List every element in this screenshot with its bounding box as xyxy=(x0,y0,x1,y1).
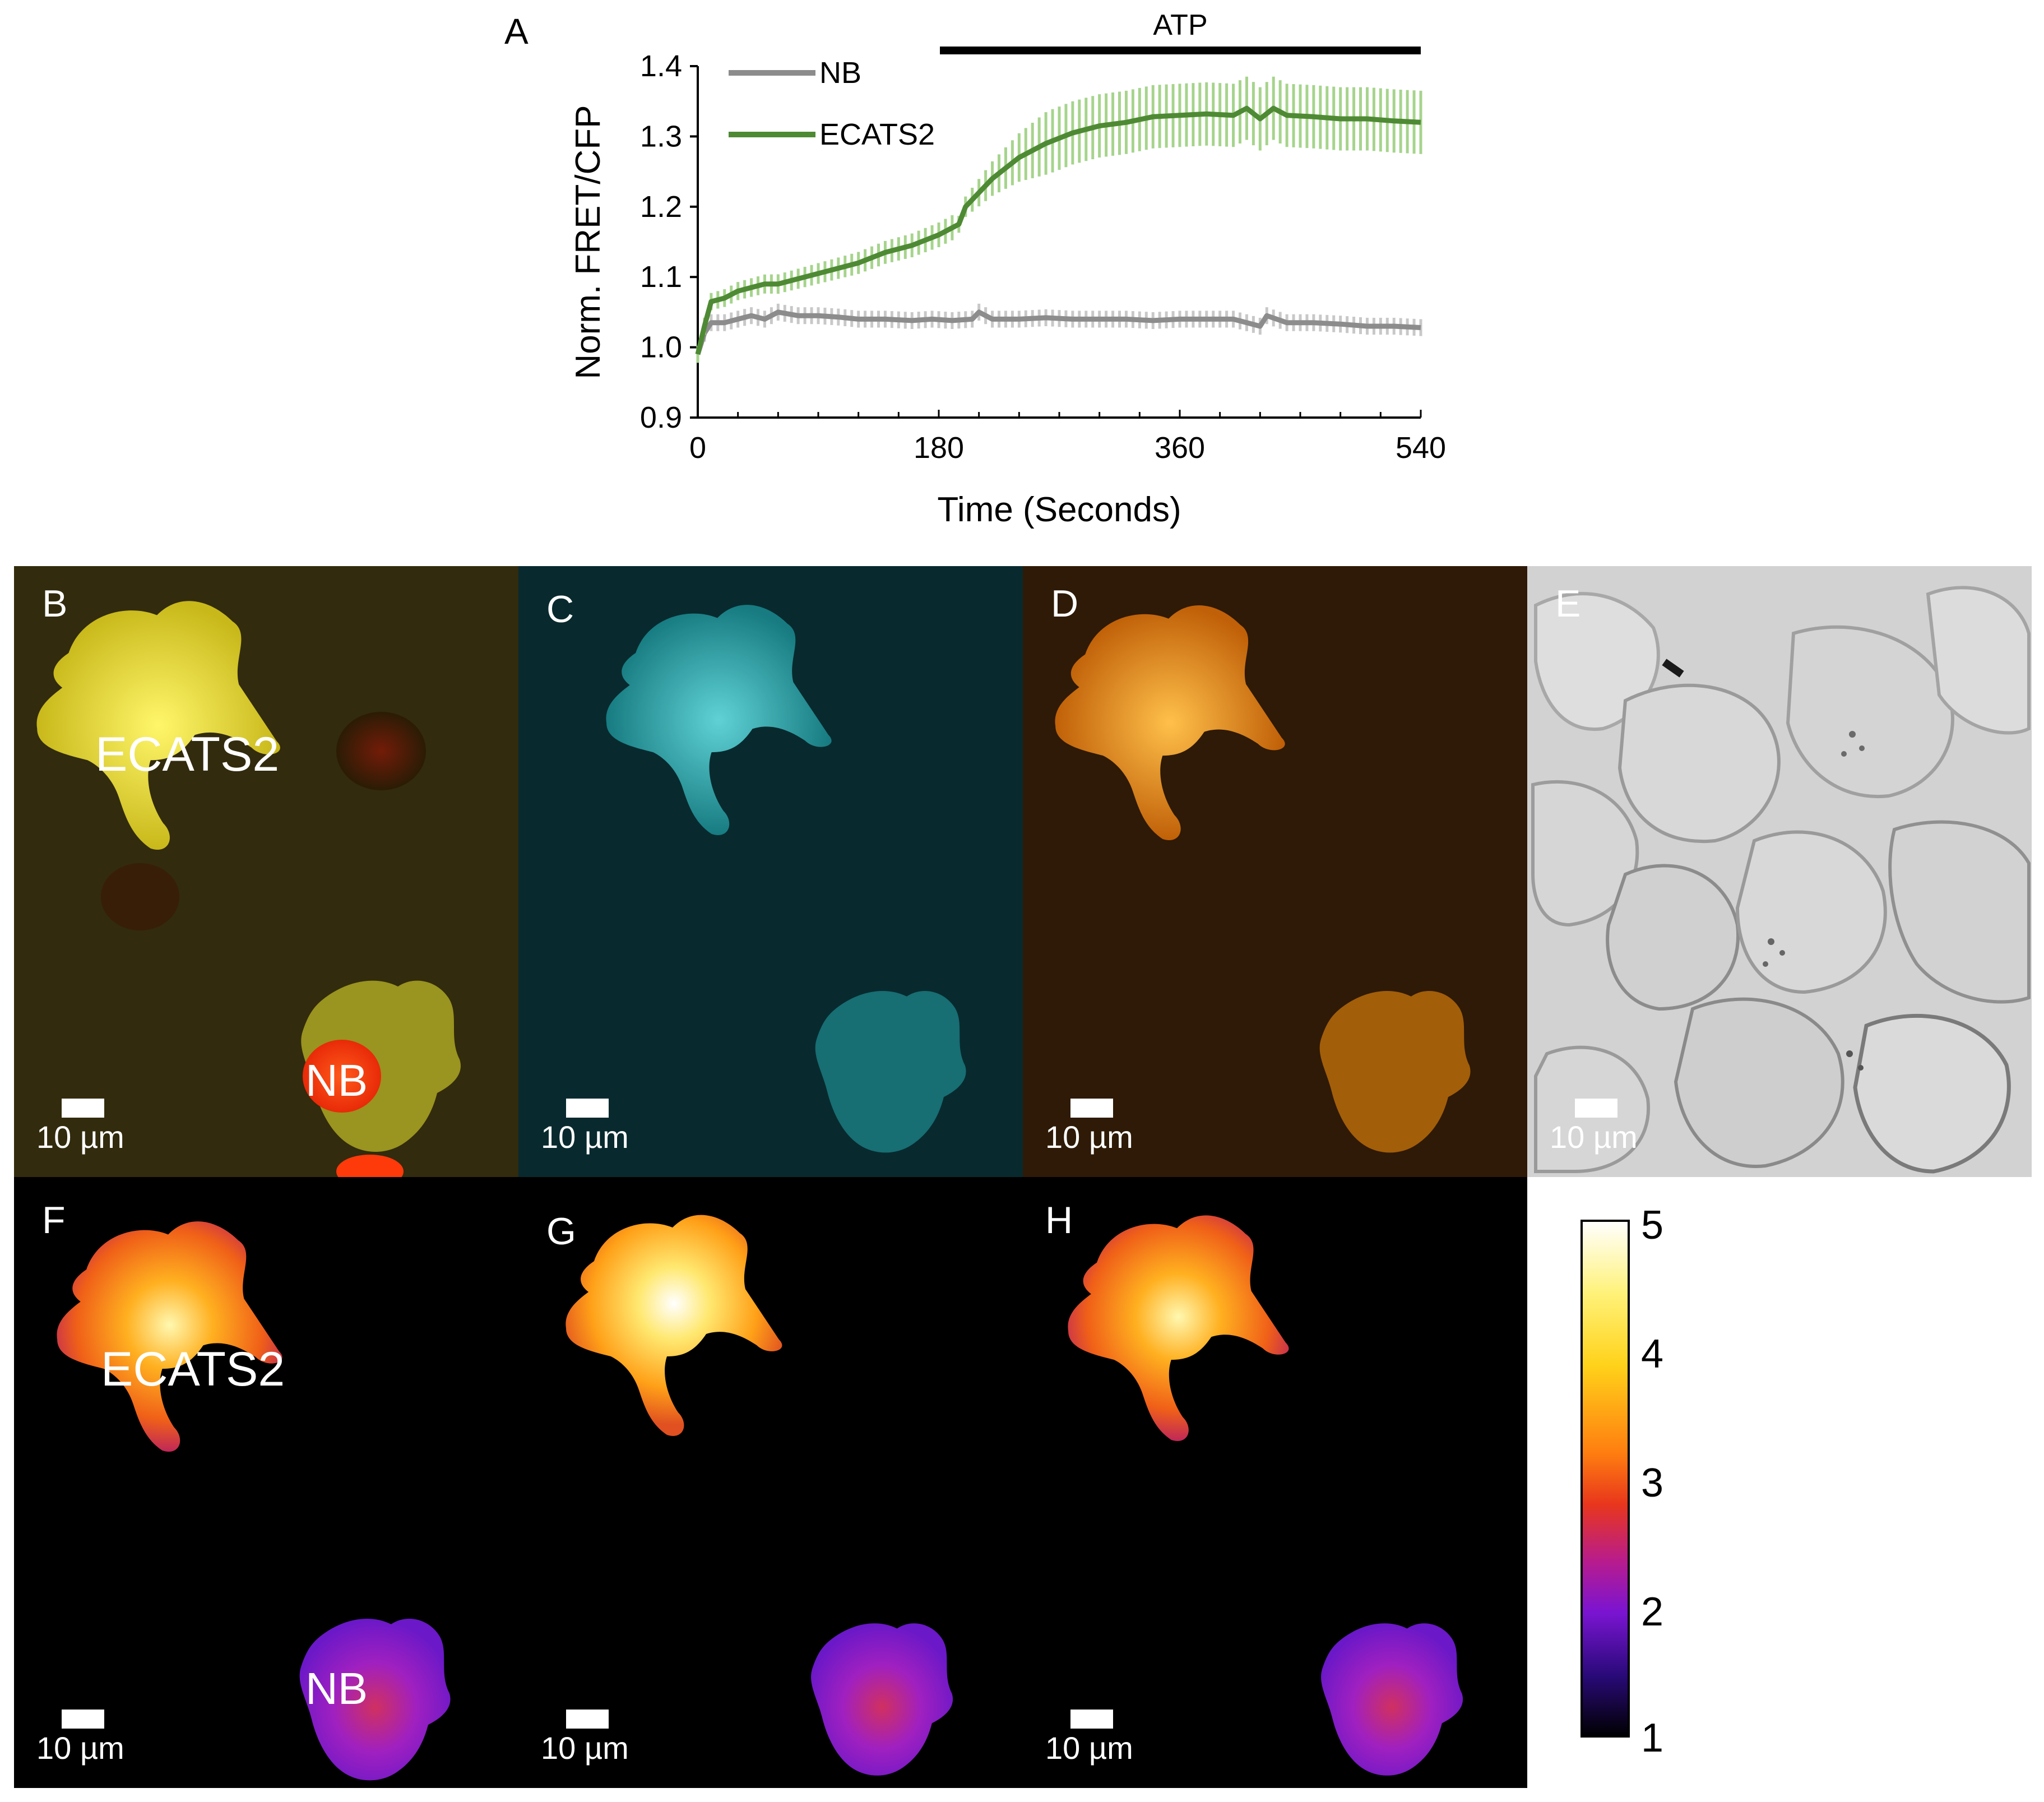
scale-label-g: 10 µm xyxy=(541,1730,629,1766)
image-panel-e: E 10 µm xyxy=(1527,566,2032,1177)
colorbar-tick-2: 2 xyxy=(1641,1590,1663,1634)
scale-label-e: 10 µm xyxy=(1550,1119,1638,1155)
image-panel-c: C 10 µm xyxy=(518,566,1023,1177)
panel-label-b: B xyxy=(42,582,67,625)
image-panel-d: D 10 µm xyxy=(1023,566,1527,1177)
y-tick-label: 1.4 xyxy=(640,49,682,83)
y-axis-label: Norm. FRET/CFP xyxy=(569,105,608,379)
panel-label-f: F xyxy=(42,1199,66,1242)
x-tick-label: 0 xyxy=(689,431,706,465)
image-panel-h: H 10 µm xyxy=(1023,1177,1527,1788)
scale-bar-e xyxy=(1575,1099,1617,1118)
x-tick-label: 180 xyxy=(914,431,964,465)
panel-label-e: E xyxy=(1555,582,1580,625)
colorbar: 5 4 3 2 1 xyxy=(1580,1203,1663,1761)
legend-label-ecats2: ECATS2 xyxy=(819,118,935,151)
panel-label-g: G xyxy=(546,1210,576,1253)
scale-bar-d xyxy=(1070,1099,1113,1118)
scale-bar-h xyxy=(1070,1710,1113,1729)
scale-bar-c xyxy=(566,1099,609,1118)
colorbar-tick-4: 4 xyxy=(1641,1332,1663,1377)
scale-label-d: 10 µm xyxy=(1045,1119,1133,1155)
cell-label-ecats2-f: ECATS2 xyxy=(101,1342,285,1396)
cell-label-ecats2-b: ECATS2 xyxy=(95,728,279,781)
scale-label-h: 10 µm xyxy=(1045,1730,1133,1766)
atp-label: ATP xyxy=(1153,9,1207,41)
colorbar-tick-5: 5 xyxy=(1641,1203,1663,1248)
scale-bar-b xyxy=(62,1099,104,1118)
series-line-nb xyxy=(695,309,1421,355)
y-tick-label: 0.9 xyxy=(640,401,682,434)
series-layer xyxy=(695,76,1422,363)
colorbar-gradient xyxy=(1580,1220,1630,1738)
scale-bar-g xyxy=(566,1710,609,1729)
chart-panel: A ATP 0.9 1.0 1.1 1.2 1.3 1.4 0 180 360 540 Norm… xyxy=(504,9,1446,529)
panel-label-c: C xyxy=(546,588,574,631)
cell-label-nb-f: NB xyxy=(305,1664,368,1713)
panel-label-d: D xyxy=(1051,582,1078,625)
panel-label-a: A xyxy=(504,11,529,52)
x-tick-label: 540 xyxy=(1396,431,1446,465)
cell-label-nb-b: NB xyxy=(305,1055,368,1105)
series-line-ecats2 xyxy=(695,105,1421,355)
y-tick-label: 1.2 xyxy=(640,190,682,224)
y-ticks: 0.9 1.0 1.1 1.2 1.3 1.4 xyxy=(640,49,698,434)
scale-bar-f xyxy=(62,1710,104,1729)
image-panel-b: B ECATS2 NB 10 µm xyxy=(14,566,518,1188)
scale-label-b: 10 µm xyxy=(36,1119,124,1155)
scale-label-f: 10 µm xyxy=(36,1730,124,1766)
scale-label-c: 10 µm xyxy=(541,1119,629,1155)
y-tick-label: 1.0 xyxy=(640,331,682,364)
legend-label-nb: NB xyxy=(819,56,861,90)
colorbar-tick-1: 1 xyxy=(1641,1716,1663,1761)
x-axis-label: Time (Seconds) xyxy=(937,490,1181,529)
panel-label-h: H xyxy=(1045,1199,1073,1242)
colorbar-tick-3: 3 xyxy=(1641,1461,1663,1505)
image-panel-g: G 10 µm xyxy=(518,1177,1023,1788)
y-tick-label: 1.3 xyxy=(640,119,682,153)
image-panel-f: F ECATS2 NB 10 µm xyxy=(14,1177,518,1788)
x-ticks: 0 180 360 540 xyxy=(689,410,1446,465)
x-tick-label: 360 xyxy=(1155,431,1205,465)
y-tick-label: 1.1 xyxy=(640,260,682,294)
